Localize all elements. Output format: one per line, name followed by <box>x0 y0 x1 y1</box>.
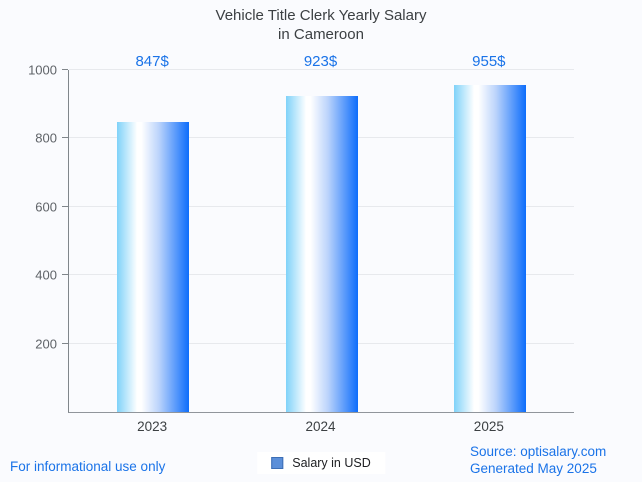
legend: Salary in USD <box>257 452 385 474</box>
legend-label: Salary in USD <box>292 456 371 470</box>
x-axis-labels: 2023 2024 2025 <box>68 419 573 437</box>
x-axis-label-2024: 2024 <box>305 419 336 434</box>
bar-value-labels: 847$ 923$ 955$ <box>68 53 573 73</box>
y-axis-label-800: 800 <box>35 130 57 146</box>
source-text: Source: optisalary.com <box>470 444 607 459</box>
generated-text: Generated May 2025 <box>470 461 597 476</box>
chart-title-line2: in Cameroon <box>278 26 364 43</box>
y-axis-tick-1000 <box>62 69 68 70</box>
legend-swatch-icon <box>271 457 284 469</box>
value-label-2024: 923$ <box>303 53 338 70</box>
gridline-1000 <box>69 69 574 70</box>
x-axis-label-2025: 2025 <box>473 419 504 434</box>
attribution-text: Source: optisalary.com Generated May 202… <box>470 443 606 477</box>
y-axis-label-400: 400 <box>35 267 57 283</box>
x-axis-label-2023: 2023 <box>137 419 168 434</box>
y-axis-tick-200 <box>62 342 68 344</box>
bar-2023 <box>117 122 190 412</box>
value-label-2025: 955$ <box>472 53 506 70</box>
y-axis-tick-800 <box>62 137 68 139</box>
y-axis-label-200: 200 <box>35 336 57 352</box>
bar-2024 <box>285 96 358 412</box>
bar-2025 <box>453 85 526 412</box>
y-axis-label-600: 600 <box>35 199 57 215</box>
chart-title: Vehicle Title Clerk Yearly Salary in Cam… <box>0 6 642 44</box>
y-axis-label-1000: 1000 <box>28 62 57 78</box>
y-axis-tick-400 <box>62 274 68 276</box>
chart-title-line1: Vehicle Title Clerk Yearly Salary <box>215 7 427 24</box>
y-axis-tick-600 <box>62 205 68 207</box>
disclaimer-text: For informational use only <box>10 459 166 474</box>
value-label-2023: 847$ <box>135 53 169 70</box>
plot-area: 200 400 600 800 1000 <box>28 63 574 413</box>
